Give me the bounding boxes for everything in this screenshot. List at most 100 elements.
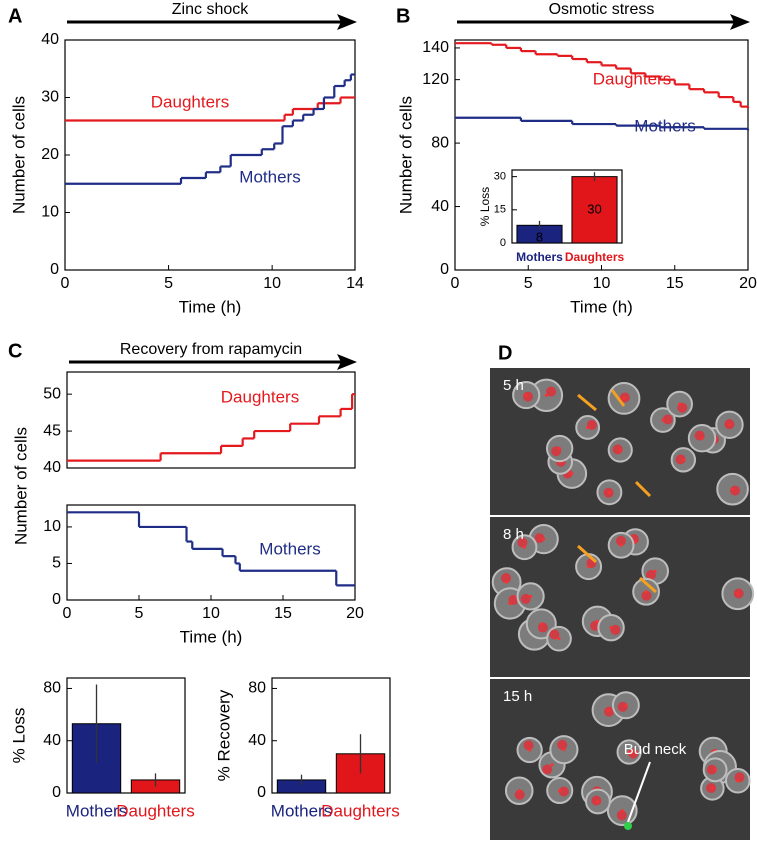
cell-spot [514,789,525,800]
cell-spot [616,810,627,821]
cell-spot [591,795,602,806]
y-tick-label: 0 [52,784,61,801]
separator [490,515,750,517]
x-tick-label: 10 [593,275,611,292]
y-tick-label: 80 [431,134,449,151]
nucleus-dot [727,423,731,427]
cell-spot [501,573,512,584]
x-axis-label: Time (h) [179,297,242,316]
y-tick-label: 40 [248,732,266,749]
x-tick-label: 15 [666,275,684,292]
nucleus-dot [622,396,626,400]
nucleus-dot [522,545,526,549]
plot-frame [66,677,186,794]
annotation: Bud neck [624,741,687,758]
series-label: Daughters [593,69,671,88]
nucleus-dot [644,590,648,594]
cell-spot [517,537,528,548]
cell-spot [645,569,656,580]
nucleus-dot [619,543,623,547]
arrow-head [337,354,357,370]
orange-arrow [639,576,657,594]
y-tick-label: 0 [50,261,59,278]
orange-arrow [577,544,597,564]
nucleus-dot [587,565,591,569]
cell-spot [610,624,621,635]
cell-spot [586,419,597,430]
nucleus-dot [570,472,574,476]
x-tick-label: 0 [61,275,70,292]
orange-arrow [610,389,626,407]
nucleus-dot [633,540,637,544]
series-label: Daughters [221,387,299,406]
cell-spot [557,739,568,750]
cell-spot [617,701,628,712]
cell-spot [662,414,673,425]
nucleus-dot [627,750,631,754]
arrow-head [730,14,750,30]
nucleus-dot [539,622,543,626]
cell-spot [523,391,534,402]
panel-letter: A [8,5,22,27]
nucleus-dot [595,619,599,623]
x-tick-label: 10 [263,275,281,292]
nucleus-dot [678,402,682,406]
y-axis-label: Number of cells [396,96,415,214]
chart-title: Osmotic stress [549,1,655,18]
panel-letter: D [498,342,512,364]
category-label: Daughters [565,250,625,264]
cell-spot [534,533,545,544]
time-label: 5 h [503,377,524,394]
nucleus-dot [517,789,521,793]
panel-letter: B [396,5,410,27]
nucleus-dot [661,418,665,422]
nucleus-dot [586,425,590,429]
nucleus-dot [558,447,562,451]
series-label: Mothers [259,539,320,558]
x-axis-label: Time (h) [570,297,633,316]
nucleus-dot [609,626,613,630]
nucleus-dot [624,703,628,707]
nucleus-dot [713,768,717,772]
y-axis-label: % Recovery [214,689,233,781]
nucleus-dot [508,601,512,605]
y-tick-label: 40 [431,198,449,215]
nucleus-dot [653,569,657,573]
chart-title: Recovery from rapamycin [120,341,302,358]
cell-spot [730,485,741,496]
cell-spot [734,772,745,783]
category-label: Daughters [321,801,399,820]
cell-spot [558,786,569,797]
x-tick-label: 5 [524,275,533,292]
nucleus-dot [505,580,509,584]
data-label: 30 [587,201,601,216]
nucleus-dot [736,592,740,596]
panel-letter: C [8,340,22,362]
nucleus-dot [558,789,562,793]
x-tick-label: 20 [346,605,364,622]
separator [490,677,750,679]
cell-spot [706,764,717,775]
cell-spot [675,454,686,465]
nucleus-dot [700,436,704,440]
y-tick-label: 50 [43,385,61,402]
cell-spot [520,593,531,604]
y-tick-label: 40 [41,31,59,48]
x-tick-label: 15 [274,605,292,622]
x-tick-label: 5 [164,275,173,292]
x-tick-label: 14 [346,275,364,292]
nucleus-dot [731,487,735,491]
plot-frame [511,169,623,244]
y-tick-label: 40 [43,459,61,476]
y-tick-label: 30 [494,171,506,183]
cell-spot [612,444,623,455]
category-label: Mothers [66,801,127,820]
y-tick-label: 0 [52,591,61,608]
y-tick-label: 40 [43,732,61,749]
y-axis-label: Number of cells [11,427,30,545]
bar [571,176,618,244]
y-tick-label: 10 [43,518,61,535]
cell-spot [537,622,548,633]
y-axis-label: % Loss [9,708,28,764]
nucleus-dot [524,393,528,397]
